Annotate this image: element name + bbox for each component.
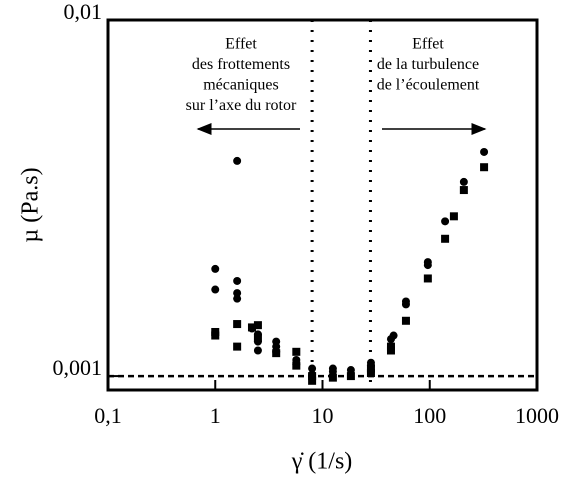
square-point — [401, 316, 410, 325]
square-point — [308, 376, 317, 385]
x-tick-label: 100 — [413, 403, 446, 428]
square-point — [253, 333, 262, 342]
circle-point — [441, 217, 450, 226]
circle-point — [211, 264, 220, 273]
circle-point — [233, 276, 242, 285]
x-tick-label: 0,1 — [94, 403, 122, 428]
circle-point — [480, 147, 489, 156]
x-axis-label: γ̇ (1/s) — [291, 449, 353, 475]
square-point — [233, 342, 242, 351]
y-tick-label: 0,001 — [53, 355, 103, 380]
square-point — [253, 321, 262, 330]
x-tick-label: 10 — [312, 403, 334, 428]
circle-point — [401, 300, 410, 309]
square-point — [346, 372, 355, 381]
y-axis-label: µ (Pa.s) — [18, 167, 44, 242]
square-point — [211, 331, 220, 340]
square-point — [480, 163, 489, 172]
square-point — [366, 369, 375, 378]
square-point — [292, 361, 301, 370]
circle-point — [253, 346, 262, 355]
square-point — [459, 186, 468, 195]
annotation-line: des frottements — [192, 56, 290, 73]
y-tick-label: 0,01 — [64, 0, 103, 24]
circle-point — [459, 177, 468, 186]
circle-point — [423, 261, 432, 270]
x-tick-label: 1 — [210, 403, 221, 428]
square-point — [272, 349, 281, 358]
circle-point — [346, 366, 355, 375]
annotation-line: de la turbulence — [377, 56, 479, 73]
square-point — [247, 323, 256, 332]
square-point — [366, 364, 375, 373]
square-point — [423, 274, 432, 283]
x-tick-label: 1000 — [515, 403, 559, 428]
annotation-line: mécaniques — [203, 77, 279, 94]
square-point — [292, 347, 301, 356]
annotation-line: Effet — [412, 36, 444, 53]
circle-point — [233, 289, 242, 298]
circle-point — [308, 364, 317, 373]
circle-point — [328, 367, 337, 376]
circle-point — [233, 294, 242, 303]
square-point — [386, 346, 395, 355]
plot-frame — [106, 18, 539, 392]
square-point — [449, 212, 458, 221]
circle-point — [233, 156, 242, 165]
square-point — [441, 234, 450, 243]
circle-point — [389, 331, 398, 340]
annotation-line: Effet — [225, 36, 257, 53]
square-point — [233, 320, 242, 329]
annotation-line: sur l’axe du rotor — [186, 97, 297, 114]
annotation-line: de l’écoulement — [377, 77, 480, 94]
square-point — [328, 373, 337, 382]
square-point — [308, 372, 317, 381]
circle-point — [211, 285, 220, 294]
